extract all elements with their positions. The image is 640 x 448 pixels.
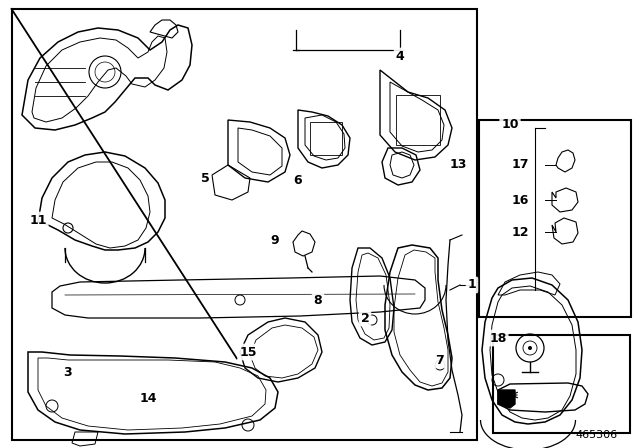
Text: 16: 16 [511, 194, 529, 207]
Text: 15: 15 [239, 345, 257, 358]
Text: 465306: 465306 [576, 430, 618, 440]
Bar [493, 335, 630, 433]
Text: 12: 12 [511, 225, 529, 238]
Text: 7: 7 [436, 353, 444, 366]
Text: 2: 2 [360, 311, 369, 324]
Text: 6: 6 [294, 173, 302, 186]
Text: 13: 13 [449, 159, 467, 172]
Bar [479, 120, 631, 317]
Circle shape [528, 346, 532, 350]
Polygon shape [498, 390, 515, 408]
Text: 9: 9 [271, 233, 279, 246]
Text: 11: 11 [29, 214, 47, 227]
Text: 1: 1 [468, 279, 476, 292]
Text: 8: 8 [314, 293, 323, 306]
Text: 18: 18 [490, 332, 507, 345]
Text: 14: 14 [140, 392, 157, 405]
Bar [12, 9, 477, 440]
Text: 17: 17 [511, 159, 529, 172]
Text: 3: 3 [64, 366, 72, 379]
Text: 5: 5 [200, 172, 209, 185]
Text: 10: 10 [501, 119, 519, 132]
Text: 4: 4 [396, 49, 404, 63]
